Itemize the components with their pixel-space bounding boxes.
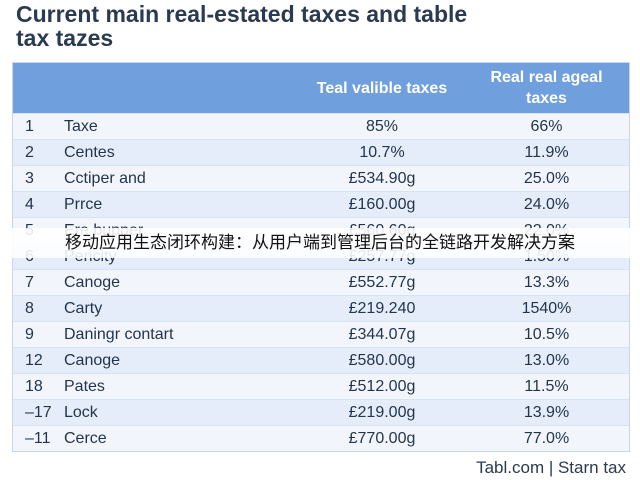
row-name: Centes	[58, 139, 300, 166]
row-teal-valible-tax: £219.240	[300, 295, 464, 322]
row-real-ageal-tax: 13.0%	[464, 347, 629, 374]
row-name: Taxe	[58, 113, 300, 140]
row-real-ageal-tax: 10.5%	[464, 321, 629, 348]
table-row: –11 Cerce £770.00g 77.0%	[13, 425, 629, 451]
table-header: Teal valible taxes Real real ageal taxes	[13, 63, 629, 114]
row-name: Lock	[58, 399, 300, 426]
table-row: 3 Cctiper and £534.90g 25.0%	[13, 165, 629, 192]
row-number: 8	[13, 295, 58, 322]
row-name: Cctiper and	[58, 165, 300, 192]
row-teal-valible-tax: £580.00g	[300, 347, 464, 374]
page-title: Current main real-estated taxes and tabl…	[16, 2, 626, 50]
row-number: 9	[13, 321, 58, 348]
row-real-ageal-tax: 13.9%	[464, 399, 629, 426]
row-teal-valible-tax: 85%	[300, 113, 464, 140]
row-number: 4	[13, 191, 58, 218]
row-teal-valible-tax: £344.07g	[300, 321, 464, 348]
row-teal-valible-tax: £219.00g	[300, 399, 464, 426]
row-number: –11	[13, 425, 58, 451]
header-row: Teal valible taxes Real real ageal taxes	[13, 63, 629, 114]
table-row: 12 Canoge £580.00g 13.0%	[13, 347, 629, 374]
row-real-ageal-tax: 11.9%	[464, 139, 629, 166]
row-real-ageal-tax: 11.5%	[464, 373, 629, 400]
row-real-ageal-tax: 25.0%	[464, 165, 629, 192]
row-teal-valible-tax: £512.00g	[300, 373, 464, 400]
table-row: –17 Lock £219.00g 13.9%	[13, 399, 629, 426]
row-name: Canoge	[58, 269, 300, 296]
table-row: 7 Canoge £552.77g 13.3%	[13, 269, 629, 296]
row-number: 7	[13, 269, 58, 296]
row-real-ageal-tax: 13.3%	[464, 269, 629, 296]
footer-source: Tabl.com | Starn tax	[476, 458, 626, 477]
title-line-2: tax tazes	[16, 25, 114, 51]
row-name: Cerce	[58, 425, 300, 451]
row-name: Canoge	[58, 347, 300, 374]
row-teal-valible-tax: 10.7%	[300, 139, 464, 166]
row-number: 18	[13, 373, 58, 400]
row-number: 1	[13, 113, 58, 140]
row-teal-valible-tax: £552.77g	[300, 269, 464, 296]
table-row: 8 Carty £219.240 1540%	[13, 295, 629, 322]
row-real-ageal-tax: 24.0%	[464, 191, 629, 218]
header-number	[13, 63, 58, 114]
row-real-ageal-tax: 77.0%	[464, 425, 629, 451]
header-real-ageal-taxes: Real real ageal taxes	[464, 63, 629, 114]
header-name	[58, 63, 300, 114]
row-teal-valible-tax: £770.00g	[300, 425, 464, 451]
row-name: Carty	[58, 295, 300, 322]
table-row: 2 Centes 10.7% 11.9%	[13, 139, 629, 166]
row-number: 3	[13, 165, 58, 192]
row-real-ageal-tax: 66%	[464, 113, 629, 140]
row-number: 12	[13, 347, 58, 374]
row-name: Pates	[58, 373, 300, 400]
overlay-caption: 移动应用生态闭环构建：从用户端到管理后台的全链路开发解决方案	[0, 228, 640, 258]
row-number: 2	[13, 139, 58, 166]
row-teal-valible-tax: £534.90g	[300, 165, 464, 192]
table-row: 1 Taxe 85% 66%	[13, 113, 629, 140]
row-teal-valible-tax: £160.00g	[300, 191, 464, 218]
table-body: 1 Taxe 85% 66% 2 Centes 10.7% 11.9% 3 Cctiper and…	[13, 113, 629, 451]
title-line-1: Current main real-estated taxes and tabl…	[16, 1, 468, 27]
table-row: 18 Pates £512.00g 11.5%	[13, 373, 629, 400]
row-name: Daningr contart	[58, 321, 300, 348]
table-row: 4 Prrce £160.00g 24.0%	[13, 191, 629, 218]
table-row: 9 Daningr contart £344.07g 10.5%	[13, 321, 629, 348]
row-real-ageal-tax: 1540%	[464, 295, 629, 322]
row-name: Prrce	[58, 191, 300, 218]
header-teal-valible-taxes: Teal valible taxes	[300, 63, 464, 114]
row-number: –17	[13, 399, 58, 426]
